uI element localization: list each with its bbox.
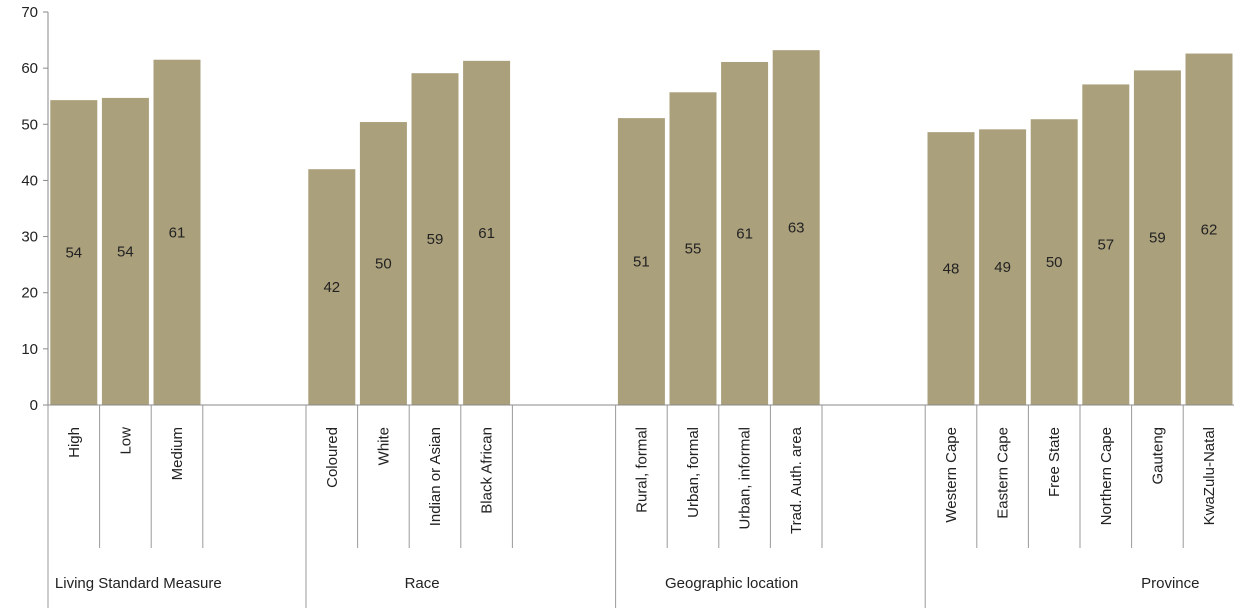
y-tick-label: 60 (21, 60, 38, 77)
bar-value-label: 48 (943, 261, 960, 278)
bar-value-label: 62 (1201, 221, 1218, 238)
y-tick-label: 10 (21, 341, 38, 358)
bar-value-label: 54 (65, 245, 82, 262)
category-label: Free State (1046, 427, 1063, 497)
group-label: Province (1141, 575, 1199, 592)
bar (50, 100, 98, 405)
bar-value-label: 61 (736, 225, 753, 242)
category-label: Low (117, 427, 134, 455)
x-axis: High Low Medium Living Standard Measure Colo… (47, 404, 1234, 608)
bar (101, 97, 149, 406)
bar-value-label: 59 (427, 231, 444, 248)
bar (308, 169, 356, 405)
category-label: Gauteng (1149, 427, 1166, 485)
group-label: Geographic location (665, 575, 798, 592)
category-label: Indian or Asian (427, 427, 444, 526)
category-label: High (66, 427, 83, 458)
group-label: Race (405, 575, 440, 592)
bar (979, 129, 1027, 406)
bar (772, 50, 820, 405)
bar (1082, 84, 1130, 405)
bar (669, 92, 717, 405)
y-tick-label: 40 (21, 172, 38, 189)
y-tick-label: 30 (21, 229, 38, 246)
bar (927, 132, 975, 405)
category-label: Trad. Auth. area (788, 426, 805, 534)
bar-value-label: 42 (323, 279, 340, 296)
y-axis: 0 10 20 30 40 50 60 70 (21, 4, 49, 414)
y-tick-label: 70 (21, 4, 38, 21)
category-label: Rural, formal (633, 427, 650, 513)
bar-value-label: 61 (478, 225, 495, 242)
category-label: Urban, formal (685, 427, 702, 518)
bar-value-label: 49 (994, 259, 1011, 276)
bar-value-label: 55 (685, 241, 702, 258)
category-label: Northern Cape (1098, 427, 1115, 525)
bar (411, 73, 459, 406)
bar (1030, 119, 1078, 406)
bar-value-label: 50 (1046, 254, 1063, 271)
y-tick-label: 20 (21, 285, 38, 302)
bar (359, 122, 407, 405)
bar-value-label: 50 (375, 256, 392, 273)
bar-value-label: 63 (788, 220, 805, 237)
category-label: Medium (169, 427, 186, 480)
category-label: White (375, 427, 392, 465)
category-label: Coloured (324, 427, 341, 488)
bar-value-label: 57 (1097, 237, 1114, 254)
bar (1133, 70, 1181, 405)
bars: 5454614250596151556163484950575962626565 (50, 50, 1233, 406)
category-label: Western Cape (943, 427, 960, 523)
y-tick-label: 0 (30, 397, 38, 414)
bar (617, 118, 665, 406)
group-label: Living Standard Measure (55, 575, 222, 592)
bar (1185, 53, 1233, 405)
category-label: Eastern Cape (995, 427, 1012, 519)
bar-value-label: 51 (633, 254, 650, 271)
category-label: Urban, informal (737, 427, 754, 530)
y-tick-label: 50 (21, 116, 38, 133)
bar-value-label: 54 (117, 243, 134, 260)
bar (721, 61, 769, 406)
category-label: Black African (479, 427, 496, 514)
category-label: KwaZulu-Natal (1201, 427, 1218, 525)
bar (153, 59, 201, 405)
bar-value-label: 59 (1149, 230, 1166, 247)
bar-value-label: 61 (169, 224, 186, 241)
bar (463, 60, 511, 405)
